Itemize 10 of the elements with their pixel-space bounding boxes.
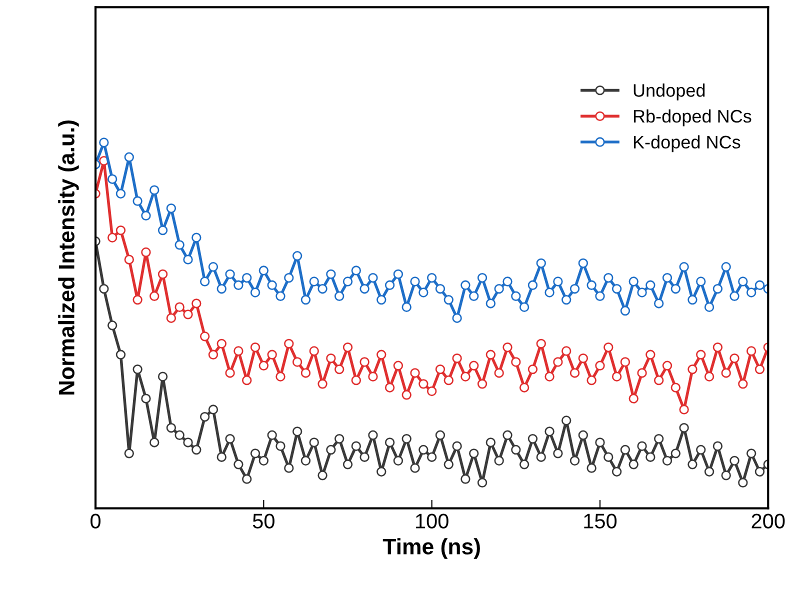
x-tick-label: 200 [752, 514, 785, 528]
legend-label: Undoped [634, 84, 705, 100]
x-tick-label: 50 [252, 514, 274, 528]
x-tick-label: 100 [416, 514, 448, 528]
y-axis-title: Normalized Intensity (a.u.) [58, 120, 79, 395]
legend-label: Rb-doped NCs [634, 109, 752, 126]
x-axis-title: Time (ns) [382, 538, 480, 559]
legend-label: K-doped NCs [634, 135, 740, 152]
x-tick-label: 150 [584, 514, 617, 528]
x-tick-label: 0 [90, 514, 100, 528]
